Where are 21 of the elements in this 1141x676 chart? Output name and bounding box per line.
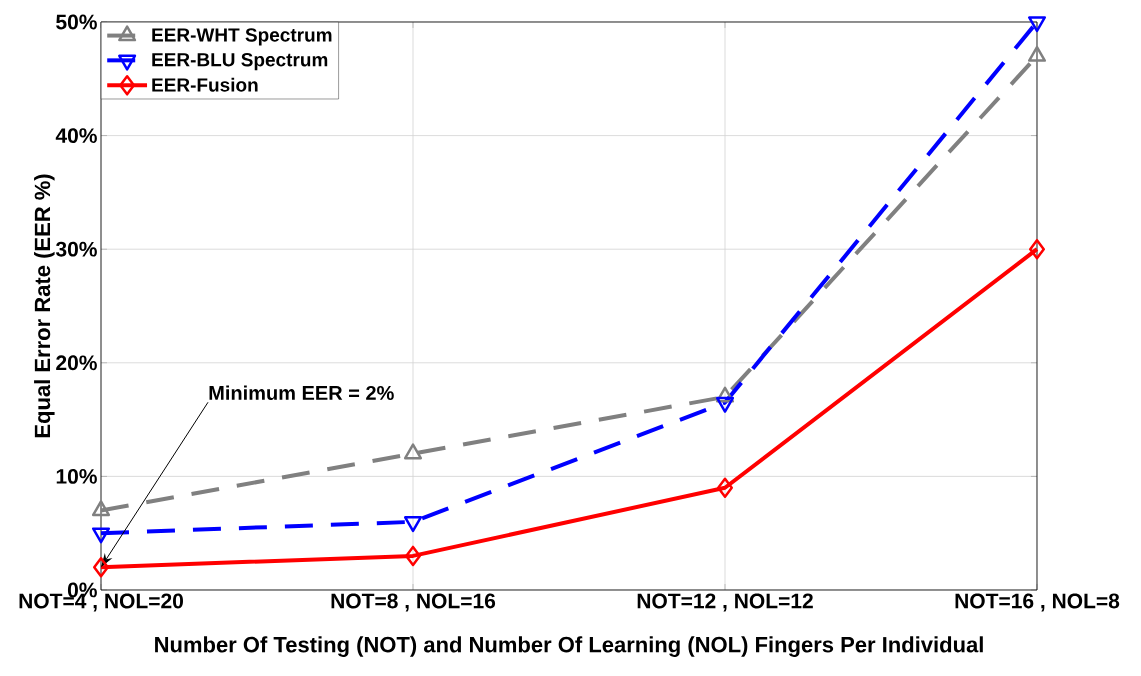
point [1027,45,1047,62]
legend-label: EER-BLU Spectrum [152,52,328,71]
legend-label: EER-WHT Spectrum [152,28,332,46]
point [1029,238,1045,260]
point [405,545,421,567]
y-tick-label: 40% [55,128,97,144]
y-tick-label: 30% [55,241,97,257]
point [93,557,110,578]
y-tick-label: 50% [56,14,97,30]
x-axis-title: Number Of Testing (NOT) and Number Of Learning (NOL) Fingers Per Individual [155,636,983,657]
y-tick-label: 20% [56,355,97,371]
x-tick-label: NOT=16 , NOL=8 [955,593,1120,612]
point [403,443,423,460]
x-tick-label: NOT=12 , NOL=12 [637,593,813,612]
annotation: Minimum EER = 2% [209,385,394,401]
point [91,500,111,517]
legend-label: EER-Fusion [152,77,258,92]
y-axis-title: Equal Error Rate (EER %) [34,174,55,438]
x-tick-label: NOT=8 , NOL=16 [331,593,496,612]
point [717,477,733,498]
y-tick-label: 10% [56,468,97,484]
